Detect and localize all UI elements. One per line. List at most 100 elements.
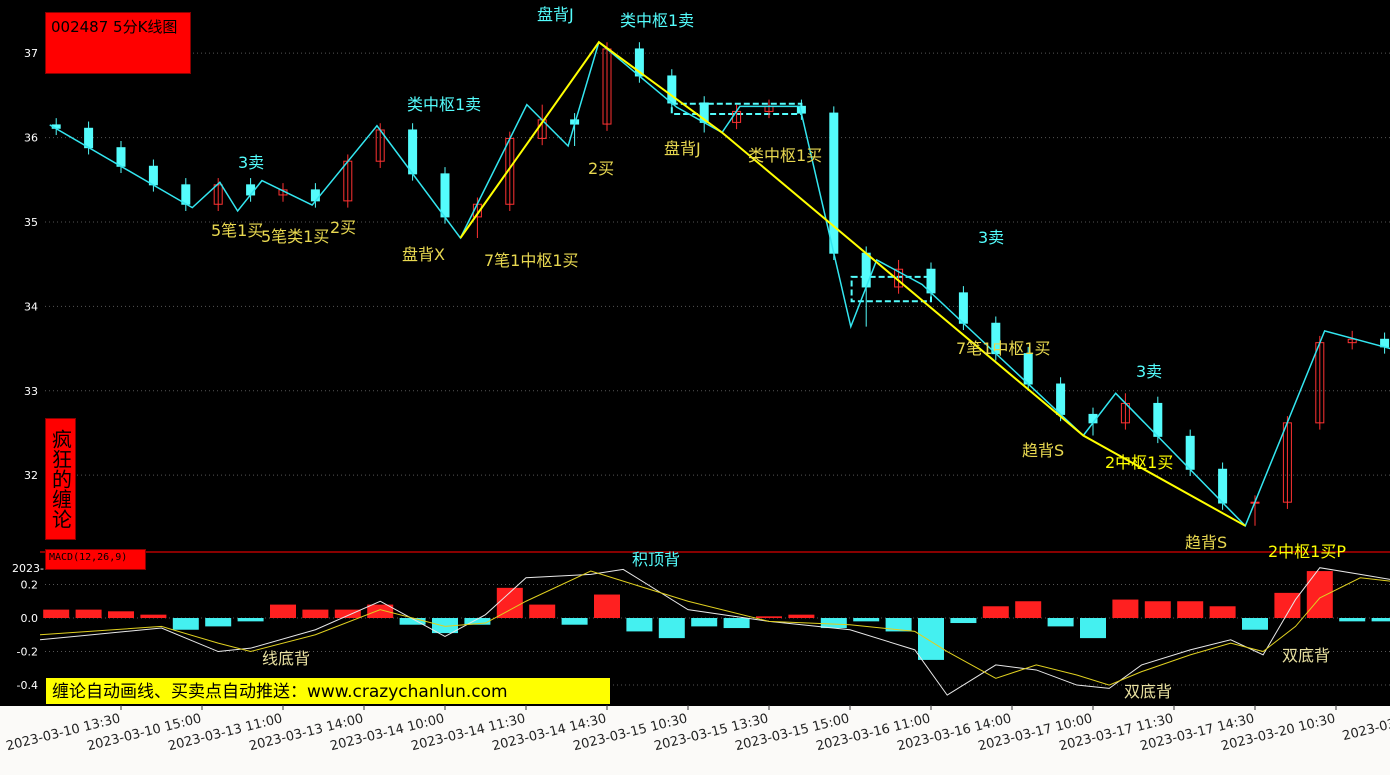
macd-bar bbox=[108, 611, 134, 619]
macd-bar bbox=[140, 614, 167, 619]
macd-bar bbox=[1339, 618, 1366, 622]
macd-bar bbox=[1242, 618, 1268, 630]
macd-bar bbox=[658, 618, 685, 639]
candle-body bbox=[1218, 468, 1228, 504]
annotation: 趋背S bbox=[1185, 533, 1227, 552]
y-tick-label: 0.0 bbox=[21, 612, 39, 625]
chart-title: 002487 5分K线图 bbox=[45, 12, 191, 74]
candle-body bbox=[829, 112, 839, 254]
annotation: 盘背J bbox=[664, 139, 701, 158]
macd-bar bbox=[432, 618, 458, 634]
macd-bar bbox=[399, 618, 426, 625]
macd-bar bbox=[918, 618, 944, 660]
annotation: 类中枢1买 bbox=[748, 146, 822, 165]
annotation: 2买 bbox=[588, 159, 614, 178]
y-tick-label: 34 bbox=[24, 300, 38, 313]
annotation: 2中枢1买 bbox=[1105, 453, 1173, 472]
candle-body bbox=[181, 184, 191, 205]
macd-bar bbox=[334, 609, 361, 619]
annotation: 2中枢1买P bbox=[1268, 542, 1346, 561]
annotation: 2买 bbox=[330, 218, 356, 237]
x-tick-label: 2023-03-20 bbox=[1341, 711, 1390, 744]
candle-body bbox=[246, 184, 256, 196]
macd-bar bbox=[1306, 571, 1333, 619]
macd-bar bbox=[691, 618, 718, 627]
plot-bg bbox=[0, 0, 1390, 706]
candle-body bbox=[1023, 353, 1033, 385]
annotation: 盘背J bbox=[537, 5, 574, 24]
macd-bar bbox=[367, 604, 394, 619]
macd-bar bbox=[43, 609, 70, 619]
y-tick-label: 37 bbox=[24, 47, 38, 60]
macd-bar bbox=[270, 604, 296, 619]
macd-bar bbox=[302, 609, 329, 619]
macd-bar bbox=[788, 614, 815, 619]
corner-label: 2023- bbox=[12, 562, 44, 575]
macd-bar bbox=[820, 618, 847, 629]
annotation: 双底背 bbox=[1124, 682, 1172, 701]
annotation: 3卖 bbox=[1136, 362, 1162, 381]
macd-bar bbox=[1080, 618, 1106, 639]
macd-bar bbox=[1015, 601, 1042, 619]
annotation: 类中枢1卖 bbox=[407, 95, 481, 114]
macd-bar bbox=[1047, 618, 1074, 627]
candle-body bbox=[1056, 383, 1066, 415]
annotation: 双底背 bbox=[1282, 646, 1330, 665]
stroke-line bbox=[49, 40, 1390, 528]
y-tick-label: 35 bbox=[24, 216, 38, 229]
macd-label: MACD(12,26,9) bbox=[45, 549, 146, 570]
macd-bar bbox=[982, 606, 1009, 619]
macd-bar bbox=[756, 616, 782, 619]
candle-body bbox=[310, 189, 320, 202]
annotation: 趋背S bbox=[1022, 441, 1064, 460]
macd-bar bbox=[75, 609, 102, 619]
candle-body bbox=[1347, 338, 1357, 344]
annotation: 3卖 bbox=[978, 228, 1004, 247]
macd-bar bbox=[1177, 601, 1204, 619]
macd-bar bbox=[950, 618, 977, 624]
macd-bar bbox=[723, 618, 750, 629]
annotation: 3卖 bbox=[238, 153, 264, 172]
annotation: 7笔1中枢1买 bbox=[956, 339, 1051, 358]
macd-bar bbox=[853, 618, 880, 622]
macd-bar bbox=[626, 618, 653, 632]
candle-body bbox=[958, 292, 968, 324]
annotation: 盘背X bbox=[402, 245, 445, 264]
macd-bar bbox=[1209, 606, 1236, 619]
macd-line bbox=[39, 570, 1390, 686]
macd-bar bbox=[529, 604, 556, 619]
annotation: 5笔类1买 bbox=[261, 227, 329, 246]
y-tick-label: -0.4 bbox=[17, 679, 38, 692]
candle-body bbox=[213, 184, 223, 205]
macd-bar bbox=[205, 618, 232, 627]
y-tick-label: 0.2 bbox=[21, 578, 39, 591]
candle-body bbox=[1153, 402, 1163, 437]
macd-bar bbox=[464, 618, 491, 625]
side-label: 疯狂的缠论 bbox=[45, 418, 76, 540]
y-tick-label: 33 bbox=[24, 385, 38, 398]
macd-bar bbox=[1371, 618, 1390, 622]
banner: 缠论自动画线、买卖点自动推送：www.crazychanlun.com bbox=[45, 677, 611, 705]
macd-bar bbox=[1144, 601, 1171, 619]
macd-bar bbox=[1112, 599, 1139, 619]
candle-body bbox=[84, 127, 94, 149]
macd-bar bbox=[885, 618, 912, 632]
annotation: 积顶背 bbox=[632, 550, 680, 569]
candle-body bbox=[408, 129, 418, 175]
annotation: 5笔1买 bbox=[211, 221, 263, 240]
annotation: 类中枢1卖 bbox=[620, 11, 694, 30]
candle-body bbox=[116, 147, 126, 167]
annotation: 7笔1中枢1买 bbox=[484, 251, 579, 270]
candle-body bbox=[148, 165, 158, 186]
macd-bar bbox=[237, 618, 264, 622]
segment-line bbox=[459, 40, 1246, 527]
macd-bar bbox=[561, 618, 588, 625]
y-tick-label: -0.2 bbox=[17, 646, 38, 659]
y-tick-label: 36 bbox=[24, 132, 38, 145]
y-tick-label: 32 bbox=[24, 469, 38, 482]
macd-bar bbox=[172, 618, 199, 630]
candle-body bbox=[1185, 435, 1195, 470]
macd-bar bbox=[594, 594, 620, 619]
